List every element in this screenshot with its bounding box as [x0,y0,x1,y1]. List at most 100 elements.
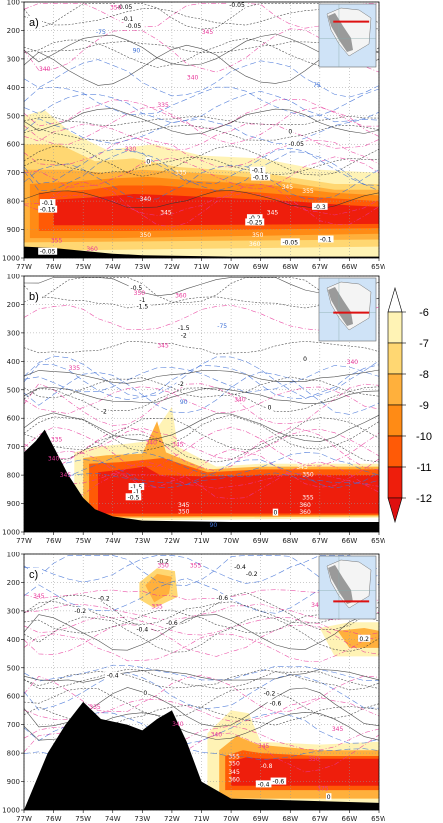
contour-label: -75 [96,29,106,36]
contour-line [23,124,380,141]
contour-label: 340 [311,602,323,609]
contour-line [23,633,380,663]
x-tick-label: 70W [223,537,239,545]
contour-line [23,181,380,228]
y-tick-label: 600 [7,693,20,701]
x-tick-label: 74W [105,815,121,823]
contour-label: -0.1 [252,168,264,175]
x-tick-label: 68W [282,263,298,271]
x-tick-label: 70W [223,815,239,823]
contour-line [23,427,380,460]
contour-label: 90 [180,399,188,406]
x-tick-label: 71W [194,815,210,823]
contour-line [23,451,380,478]
contour-label: 345 [267,209,279,216]
x-tick-label: 70W [223,263,239,271]
contour-line [23,355,380,399]
inset-map [318,555,377,620]
y-tick-label: 300 [7,55,20,63]
contour-label: 335 [69,365,81,372]
contour-line [23,732,380,773]
x-tick-label: 77W [16,537,32,545]
colorbar-segment [387,311,403,344]
contour-line [23,712,380,745]
contour-line [23,412,380,443]
contour-line [23,123,380,151]
contour-line [23,115,380,127]
contour-line [23,664,379,682]
x-tick-label: 69W [253,263,269,271]
contour-line [23,675,380,713]
contour-label: -0.15 [253,175,269,182]
contour-label: -0.5 [131,285,143,292]
contour-line [23,472,380,486]
x-tick-label: 66W [341,537,357,545]
contour-label: 340 [211,732,223,739]
x-tick-label: 75W [75,263,91,271]
contour-label: -0.4 [258,781,270,788]
contour-label: 335 [51,437,63,444]
x-tick-label: 74W [105,263,121,271]
x-tick-label: 72W [164,263,180,271]
contour-line [23,108,380,135]
contour-label: 75 [313,82,321,89]
contour-line [23,363,380,400]
panel-label: a) [29,17,39,29]
contour-label: 340 [48,455,60,462]
contour-label: -0.1 [320,237,332,244]
contour-label: -2 [101,409,107,416]
contour-label: 0 [274,510,278,517]
y-tick-label: 700 [7,443,20,451]
contour-label: -1.5 [178,325,190,332]
colorbar-segment [387,286,403,313]
colorbar: -6 -7 -8 -9 -10 -11 -12 [386,282,443,527]
colorbar-segment [387,342,403,375]
contour-label: -1 [139,297,145,304]
contour-line [23,448,380,488]
x-tick-label: 68W [282,815,298,823]
contour-label: -2 [178,381,184,388]
contour-line [23,426,380,468]
contour-label: -0.4 [107,673,119,680]
contour-line [23,147,380,186]
y-tick-label: 800 [7,750,20,758]
y-tick-label: 600 [7,141,20,149]
y-tick-label: 200 [7,27,20,35]
contour-label: 350 [302,472,314,479]
contour-line [23,137,380,168]
x-tick-label: 65W [371,537,385,545]
contour-label: 0 [327,794,331,801]
contour-label: -1.5 [136,304,148,311]
contour-line [23,38,380,68]
contour-line [23,156,380,190]
y-tick-label: 500 [7,664,20,672]
contour-label: 340 [187,74,199,81]
contour-label: -0.2 [264,690,276,697]
contour-label: -0.2 [157,559,169,566]
y-tick-label: 1000 [2,807,20,815]
contour-label: 330 [125,146,137,153]
x-tick-label: 77W [16,263,32,271]
contour-line [23,414,380,452]
contour-label: 350 [140,232,152,239]
contour-line [23,615,380,653]
contour-label: -75 [217,323,227,330]
x-tick-label: 76W [46,815,62,823]
contour-line [23,426,380,472]
panel-label: c) [29,569,38,581]
contour-line [23,86,380,117]
contour-line [23,376,380,399]
contour-label: -0.05 [117,4,133,11]
colorbar-tick-label: -6 [419,307,429,319]
contour-line [23,99,380,129]
contour-line [23,616,380,636]
contour-line [23,434,380,463]
x-tick-label: 71W [194,263,210,271]
colorbar-segment [387,404,403,437]
terrain-profile [24,246,379,258]
contour-label: 350 [228,760,240,767]
contour-label: -0.2 [74,608,86,615]
x-tick-label: 77W [16,815,32,823]
